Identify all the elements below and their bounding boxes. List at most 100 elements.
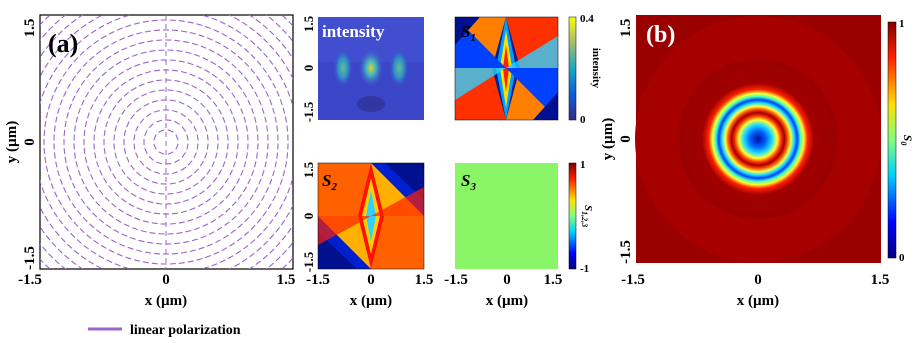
- polarization-dash: [6, 205, 8, 211]
- polarization-dash: [30, 184, 32, 190]
- polarization-dash: [93, 39, 99, 45]
- polarization-dash: [33, 192, 35, 198]
- polarization-dash: [256, 75, 261, 82]
- polarization-dash: [101, 71, 107, 77]
- polarization-dash: [214, 152, 218, 159]
- polarization-dash: [81, 99, 85, 106]
- polarization-dash: [222, 161, 226, 168]
- polarization-dash: [300, 50, 303, 55]
- polarization-dash: [76, 190, 81, 197]
- polarization-dash: [187, 260, 194, 263]
- polarization-dash: [49, 0, 54, 2]
- polarization-dash: [151, 59, 158, 62]
- polarization-dash: [208, 49, 215, 53]
- polarization-dash: [262, 67, 267, 74]
- polarization-dash: [114, 17, 121, 21]
- polarization-dash: [185, 229, 192, 233]
- polarization-dash: [297, 153, 298, 159]
- polarization-dash: [127, 289, 133, 291]
- polarization-dash: [313, 74, 315, 80]
- polarization-dash: [288, 21, 293, 27]
- polarization-dash: [229, 108, 233, 115]
- polarization-dash: [206, 37, 213, 41]
- polarization-dash: [96, 15, 102, 19]
- polarization-dash: [171, 109, 179, 113]
- polarization-dash: [206, 184, 212, 190]
- polarization-dash: [337, 153, 338, 159]
- polarization-dash: [158, 89, 165, 92]
- polarization-dash: [138, 83, 145, 87]
- polarization-dash: [212, 306, 218, 308]
- polarization-dash: [123, 223, 130, 227]
- polarization-dash: [62, 71, 67, 77]
- polarization-dash: [188, 302, 194, 303]
- polarization-dash: [283, 195, 287, 202]
- polarization-dash: [48, 253, 54, 259]
- polarization-dash: [55, 116, 58, 123]
- polarization-dash: [192, 2, 198, 3]
- polarization-dash: [191, 238, 198, 242]
- polarization-dash: [194, 53, 200, 57]
- polarization-dash: [149, 90, 156, 94]
- polarization-dash: [41, 90, 45, 97]
- polarization-dash: [106, 303, 112, 305]
- polarization-dash: [108, 249, 115, 253]
- polarization-dash: [134, 217, 141, 221]
- polarization-dash: [290, 178, 293, 185]
- polarization-dash: [0, 188, 2, 194]
- s-colorbar: [568, 162, 577, 270]
- polarization-dash: [191, 85, 198, 89]
- polarization-dash: [53, 211, 58, 218]
- polarization-dash: [295, 251, 299, 256]
- polarization-dash: [112, 173, 117, 180]
- polarization-dash: [149, 50, 156, 52]
- intensity-colorbar: [568, 16, 577, 121]
- polarization-dash: [145, 70, 152, 74]
- polarization-dash: [243, 231, 250, 237]
- polarization-dash: [123, 147, 127, 155]
- polarization-dash: [206, 109, 211, 115]
- polarization-dash: [189, 31, 196, 35]
- mini-ytick-3: 1.5: [301, 161, 316, 178]
- polarization-dash: [13, 221, 16, 226]
- polarization-dash: [307, 126, 308, 132]
- polarization-dash: [158, 151, 165, 155]
- polarization-dash: [67, 83, 71, 89]
- polarization-dash: [267, 203, 272, 210]
- polarization-dash: [292, 107, 293, 109]
- polarization-dash: [73, 29, 80, 35]
- polarization-dash: [174, 242, 181, 245]
- polarization-dash: [197, 203, 204, 207]
- polarization-dash: [256, 232, 262, 238]
- polarization-dash: [111, 202, 117, 208]
- polarization-dash: [185, 93, 191, 97]
- polarization-dash: [139, 160, 145, 166]
- polarization-dash: [88, 260, 94, 265]
- polarization-dash: [144, 147, 148, 154]
- s3-label: S3: [461, 171, 476, 193]
- intensity-label: intensity: [322, 22, 385, 41]
- polarization-dash: [103, 234, 109, 239]
- polarization-dash: [32, 233, 35, 238]
- polarization-dash: [250, 40, 256, 45]
- polarization-dash: [153, 171, 161, 175]
- polarization-dash: [15, 78, 17, 84]
- polarization-dash: [113, 143, 116, 150]
- cb-b-label: S0: [899, 135, 914, 146]
- polarization-dash: [186, 174, 193, 179]
- polarization-dash: [263, 38, 269, 44]
- polarization-dash: [214, 295, 220, 297]
- polarization-dash: [205, 298, 211, 300]
- mini-ytick-2: -1.5: [301, 101, 316, 122]
- polarization-dash: [126, 176, 132, 182]
- polarization-dash: [98, 218, 105, 224]
- panel-a-ylabel: y (µm): [4, 121, 20, 163]
- polarization-dash: [211, 117, 215, 123]
- polarization-dash: [218, 65, 224, 71]
- polarization-dash: [86, 45, 92, 50]
- polarization-dash: [183, 240, 190, 244]
- polarization-dash: [4, 53, 7, 58]
- polarization-dash: [149, 190, 156, 194]
- polarization-dash: [241, 21, 248, 26]
- polarization-dash: [133, 22, 141, 25]
